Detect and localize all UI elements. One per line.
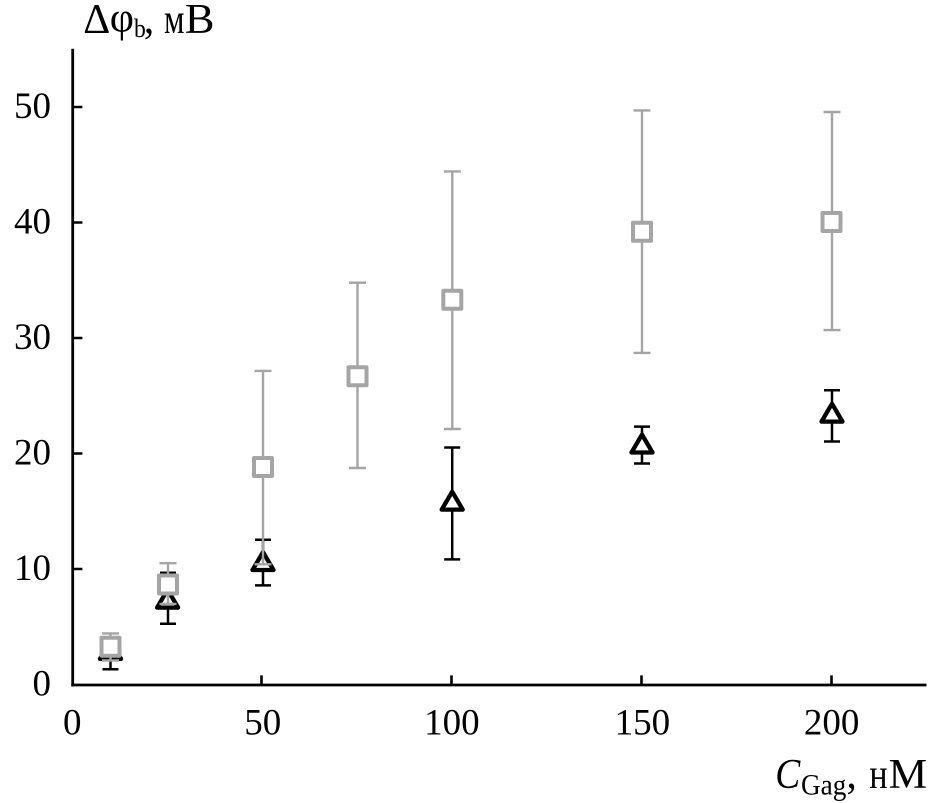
svg-text:30: 30: [14, 317, 51, 358]
svg-text:100: 100: [424, 703, 480, 744]
svg-text:н: н: [869, 752, 887, 798]
svg-text:М: М: [889, 752, 928, 798]
svg-text:Gag: Gag: [801, 769, 846, 802]
svg-text:Δ: Δ: [83, 0, 110, 43]
svg-text:,: ,: [144, 0, 155, 43]
svg-text:0: 0: [63, 703, 82, 744]
svg-text:50: 50: [244, 703, 281, 744]
svg-text:0: 0: [33, 664, 52, 705]
svg-text:м: м: [164, 0, 185, 43]
svg-text:40: 40: [14, 202, 51, 243]
svg-text:C: C: [775, 752, 801, 798]
svg-text:b: b: [134, 14, 146, 43]
svg-text:150: 150: [615, 703, 671, 744]
svg-text:200: 200: [804, 703, 860, 744]
svg-text:20: 20: [14, 433, 51, 474]
svg-text:φ: φ: [110, 0, 134, 41]
svg-text:,: ,: [846, 752, 857, 798]
svg-text:50: 50: [14, 86, 51, 127]
svg-text:В: В: [185, 0, 215, 43]
svg-text:10: 10: [14, 548, 51, 589]
